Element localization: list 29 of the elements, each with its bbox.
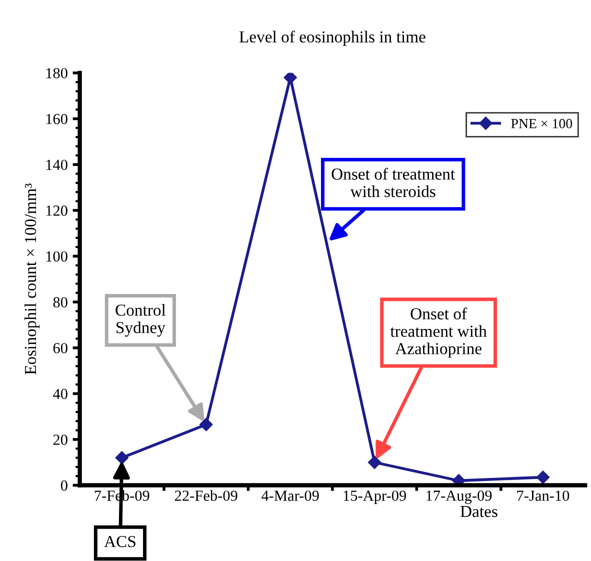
point [115, 451, 128, 464]
point [200, 418, 213, 432]
y-tick-label: 40 [53, 388, 68, 400]
annotation: Onset of treatment with Azathioprine [390, 308, 487, 358]
annotation: Control Sydney [116, 304, 166, 337]
y-tick-label: 20 [53, 434, 68, 445]
y-tick-label: 60 [53, 342, 68, 354]
annotation: ACS [104, 536, 136, 548]
x-tick-label: 15-Apr-09 [344, 490, 406, 504]
y-tick-label: 100 [46, 251, 68, 262]
point [284, 72, 297, 84]
y-axis-title: Eosinophil count × 100/mm³ [24, 184, 40, 374]
y-tick-label: 160 [46, 114, 68, 124]
chart-title: Level of eosinophils in time [239, 30, 426, 46]
point [368, 456, 382, 469]
x-tick-label: 7-Jan-10 [517, 490, 570, 501]
point [452, 474, 466, 486]
x-tick-label: 4-Mar-09 [262, 490, 319, 501]
annotation: Onset of treatment with steroids [332, 168, 455, 198]
point [536, 470, 550, 484]
y-tick-label: 180 [46, 68, 68, 78]
legend-label: PNE × 100 [511, 118, 572, 128]
y-tick-label: 0 [60, 480, 68, 491]
x-tick-label: 17-Aug-09 [426, 490, 492, 504]
y-tick-label: 80 [53, 297, 68, 308]
y-tick-label: 140 [46, 160, 68, 170]
y-tick-label: 120 [46, 206, 68, 216]
x-tick-label: 22-Feb-09 [174, 490, 238, 501]
x-axis-title: Dates [460, 506, 498, 518]
